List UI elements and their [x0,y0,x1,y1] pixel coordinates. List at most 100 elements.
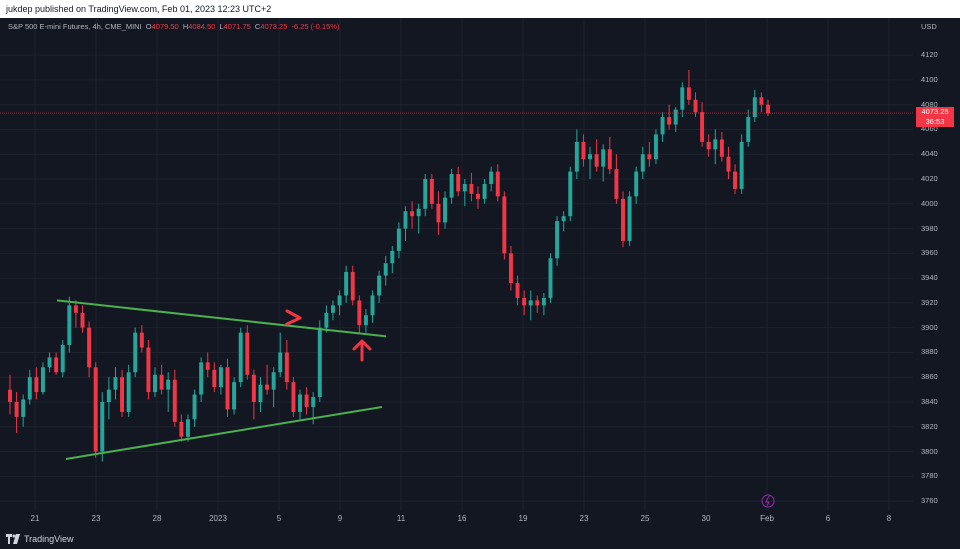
symbol-label[interactable]: S&P 500 E-mini Futures, 4h, CME_MINI [8,22,142,31]
candle [106,377,111,420]
candle [515,275,520,306]
candle-body [574,141,579,172]
time-tick: 19 [518,514,528,523]
price-tick: 4100 [921,74,938,84]
candle-body [40,367,45,393]
candle [192,389,197,427]
candle-body [535,300,540,306]
candle-body [766,104,770,114]
candle [133,327,138,378]
time-tick: 9 [337,514,343,523]
candle [555,216,560,266]
candle-body [232,382,237,410]
candle [423,174,428,217]
candle-body [185,419,190,437]
candle-body [350,271,355,301]
candle-body [357,300,362,326]
candle-body [667,117,672,125]
candle [93,362,98,458]
candle-body [344,271,349,296]
candle [673,107,678,132]
up-arrow-icon [352,339,372,362]
candle [713,129,718,165]
candle-body [443,197,448,223]
candle [581,134,586,167]
price-tick: 3920 [921,297,938,307]
lower-trendline [65,405,383,460]
candle [693,92,698,118]
high-label: H [182,22,189,31]
time-tick: 30 [701,514,711,523]
candle [429,174,434,209]
candle [377,270,382,303]
candle-body [377,275,382,296]
candle [746,109,751,147]
price-tick: 4020 [921,174,938,184]
candle [330,300,335,321]
change-value: -6.25 (-0.15%) [291,22,340,31]
candle-body [555,221,560,259]
time-tick: 5 [276,514,282,523]
candle-body [317,327,322,398]
candle-body [284,352,289,383]
candle [528,290,533,321]
candle-body [739,141,744,189]
candle-body [172,379,177,422]
candle [265,364,270,395]
price-tick: 3800 [921,446,938,456]
candle [759,92,764,113]
candle [8,374,12,415]
candle-body [271,372,276,390]
price-tick: 3780 [921,471,938,481]
candle [739,134,744,194]
price-tick: 3880 [921,347,938,357]
candle-body [752,97,757,118]
candle-body [410,211,415,217]
publish-header: jukdep published on TradingView.com, Feb… [0,0,960,18]
price-tick: 4040 [921,149,938,159]
price-scale[interactable]: USD 3760 3780 3800 3820 3840 3860 3880 3900 3920… [913,18,960,511]
candle [634,166,639,204]
candle [166,372,171,412]
candle-body [759,97,764,105]
candle-body [67,305,72,346]
candle-body [54,357,59,373]
candle-body [653,134,658,160]
candle [726,146,731,180]
candle [396,222,401,259]
candle-body [686,87,691,100]
time-axis[interactable]: 21 23 28 2023 5 9 11 16 19 23 25 30 Feb 6 8 [0,511,913,529]
candle [54,352,59,375]
candle-body [21,399,26,417]
price-tick: 3940 [921,273,938,283]
flash-icon[interactable] [761,494,775,508]
candle-body [416,208,421,217]
price-tick: 3820 [921,421,938,431]
candle [60,340,65,378]
candle-body [100,401,105,452]
candle [383,255,388,286]
candle-body [192,394,197,420]
candle [324,305,329,333]
candle [469,172,474,202]
candle-body [700,112,705,142]
price-tick: 3760 [921,496,938,506]
low-value: 4071.75 [223,22,251,31]
candle-body [73,305,78,313]
candle [350,265,355,306]
candle [218,364,223,395]
candle-body [522,297,527,306]
candle [73,300,78,328]
candle [621,191,625,248]
candle [476,186,480,209]
candle [594,139,599,172]
time-tick: 28 [152,514,162,523]
high-value: 4084.50 [188,22,216,31]
candle [462,179,467,207]
candle [291,377,296,417]
candle [548,253,553,303]
candle [179,414,184,442]
candle [653,129,658,165]
price-tick: 4000 [921,198,938,208]
